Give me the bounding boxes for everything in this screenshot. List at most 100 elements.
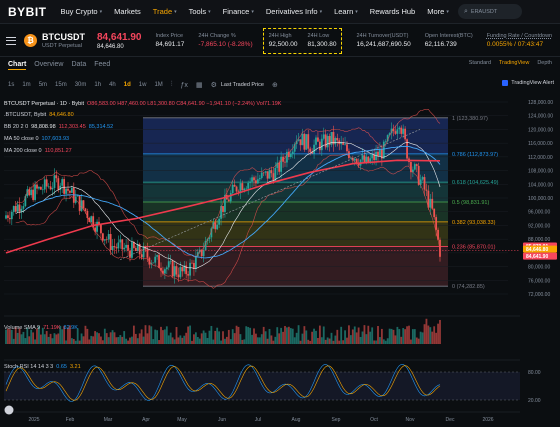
nav-item-more[interactable]: More ▾ [427,7,449,16]
candle-body [224,195,226,212]
candle-body [326,135,329,148]
candle-body [278,162,281,172]
price-axis-label: 76,000.00 [528,278,550,284]
price-axis-label: 72,000.00 [528,292,550,298]
candle-body [136,244,139,252]
nav-item-derivatives-info[interactable]: Derivatives Info ▾ [266,7,322,16]
indicators-icon[interactable]: ƒx [180,81,188,89]
bb-upper: 112,303.45 [58,124,86,130]
candle-body [158,255,160,268]
candle-type-icon[interactable]: ⫶ [170,81,173,88]
price-type-selector[interactable]: Last Traded Price [220,82,264,88]
nav-item-buy-crypto[interactable]: Buy Crypto ▾ [61,7,103,16]
volume-bar [220,340,222,344]
volume-bar [280,327,283,344]
menu-icon[interactable] [6,36,16,45]
volume-bar [173,339,176,344]
volume-bar [202,330,205,344]
volume-bar [419,331,422,344]
timeframe-30m[interactable]: 30m [74,82,87,88]
candle-body [322,134,325,139]
nav-item-finance[interactable]: Finance ▾ [223,7,254,16]
tab-data[interactable]: Data [71,60,87,68]
layout-icon[interactable]: ▦ [195,82,203,89]
volume-bar [346,337,348,344]
volume-bar [379,337,381,344]
nav-item-trade[interactable]: Trade ▾ [153,7,177,16]
tradingview-alert-button[interactable]: TradingView Alert [502,80,554,86]
nav-item-learn[interactable]: Learn ▾ [334,7,358,16]
volume-bar [140,329,143,344]
nav-item-tools[interactable]: Tools ▾ [189,7,211,16]
candle-body [39,186,42,190]
volume-bar [295,332,298,344]
search-input[interactable]: ⌕ ERAUSDT [458,4,522,19]
candle-body [334,137,337,145]
view-mode-standard[interactable]: Standard [468,60,492,66]
nav-item-rewards-hub[interactable]: Rewards Hub [370,7,415,16]
volume-bar [437,323,439,344]
volume-bar [299,340,302,344]
candle-body [396,129,399,134]
candle-body [194,256,197,269]
timeframe-1M[interactable]: 1M [154,82,163,88]
candle-body [355,158,358,163]
candle-body [237,191,240,192]
volume-bar [175,327,178,344]
screenshot-icon[interactable]: ⊕ [271,82,278,89]
view-mode-depth[interactable]: Depth [537,60,552,66]
time-axis-label: Apr [142,417,150,423]
ma50-legend: MA 50 close 0 107,603.93 [4,136,69,142]
volume-bar [191,340,193,344]
volume-bar [384,340,387,344]
tab-feed[interactable]: Feed [94,60,111,68]
candle-body [297,139,300,141]
volume-bar [181,337,184,344]
tab-overview[interactable]: Overview [34,60,64,68]
volume-bar [111,330,114,344]
view-mode-tradingview[interactable]: TradingView [499,60,530,66]
volume-bar [208,330,211,344]
symbol-name: BTCUSDT [42,32,85,42]
candle-body [394,131,397,134]
volume-bar [189,325,191,344]
timeframe-1m[interactable]: 1m [22,82,31,88]
candle-body [377,151,379,157]
tab-chart[interactable]: Chart [8,60,27,70]
change-value: -7,865.10 (-8.28%) [198,41,253,48]
volume-bar [317,337,319,344]
timeframe-15m[interactable]: 15m [55,82,67,88]
volume-bar [260,334,263,344]
bb-label: BB 20 2 0 [4,124,29,130]
candle-body [100,224,102,234]
time-axis-label: May [177,417,187,423]
candle-body [253,177,255,181]
nav-item-markets[interactable]: Markets [114,7,141,16]
volume-bar [256,337,259,344]
volume-bar [359,336,362,344]
price-chart[interactable]: 1 (123,380.97) 0.786 (112,873.97) 0.618 (1… [0,94,560,427]
candle-body [191,262,193,264]
timeframe-1d[interactable]: 1d [123,82,131,88]
timeframe-5m[interactable]: 5m [38,82,48,88]
candle-body [78,195,81,211]
timeframe-1h[interactable]: 1h [94,82,102,88]
volume-bar [69,325,71,344]
volume-bar [305,330,308,344]
volume-bar [72,339,75,344]
candle-body [276,162,279,168]
candle-body [255,180,257,184]
timeframe-1w[interactable]: 1w [138,82,147,88]
price-type-icon[interactable]: ⚙ [210,82,217,89]
volume-bar [287,326,290,344]
price-axis-label: 80,000.00 [528,265,550,271]
candle-body [12,206,15,212]
timeframe-4h[interactable]: 4h [109,82,116,88]
candle-body [113,246,116,248]
timeframe-1s[interactable]: 1s [8,82,15,88]
candle-body [233,184,236,187]
volume-bar [392,329,395,344]
candle-body [92,216,95,228]
bybit-logo[interactable]: BYBIT [8,4,47,19]
symbol-selector[interactable]: BTCUSDT USDT Perpetual [42,32,85,49]
